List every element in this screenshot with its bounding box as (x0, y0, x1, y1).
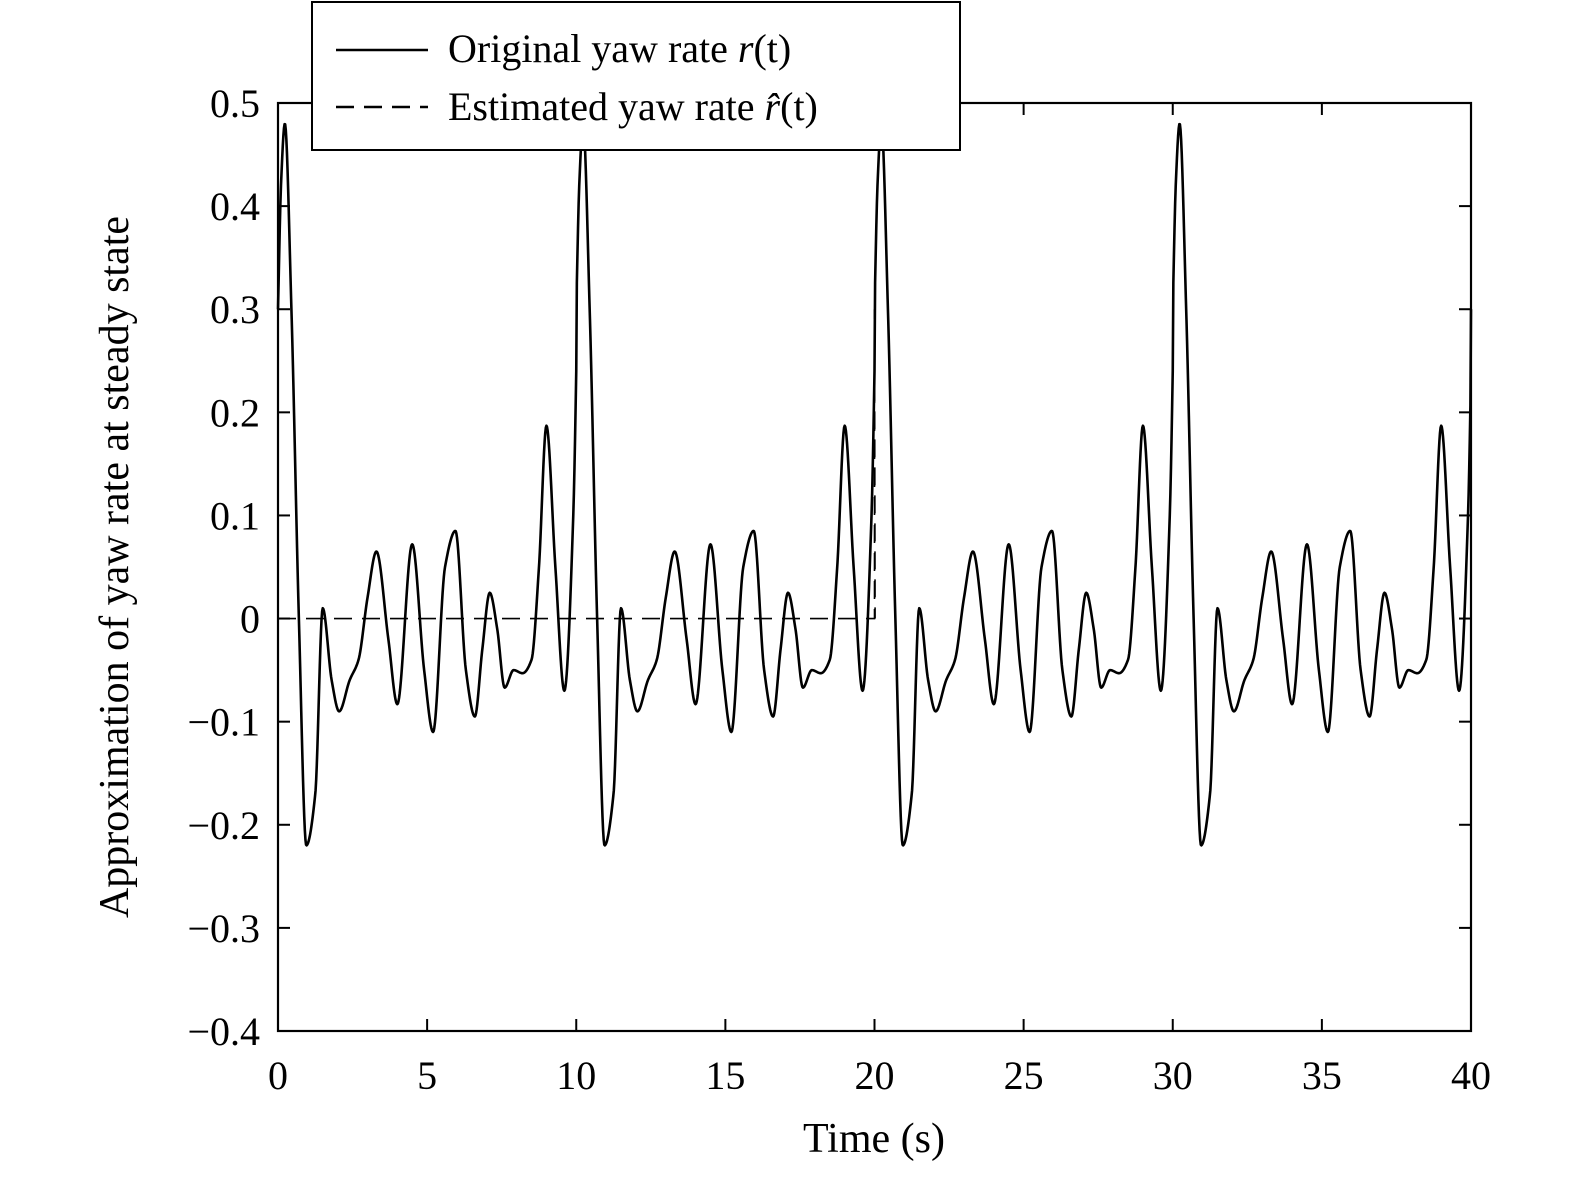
x-tick-label: 40 (1451, 1053, 1491, 1098)
x-tick-label: 30 (1153, 1053, 1193, 1098)
x-tick-label: 35 (1302, 1053, 1342, 1098)
x-tick-label: 20 (855, 1053, 895, 1098)
legend-label-estimated: Estimated yaw rate r̂(t) (448, 84, 818, 129)
y-tick-label: 0.3 (210, 287, 260, 332)
x-tick-label: 15 (705, 1053, 745, 1098)
y-tick-label: 0.2 (210, 390, 260, 435)
x-tick-label: 25 (1004, 1053, 1044, 1098)
y-tick-label: 0.5 (210, 81, 260, 126)
x-tick-labels: 0 5 10 15 20 25 30 35 40 (268, 1053, 1491, 1098)
legend-box (311, 1, 961, 151)
y-tick-label: −0.4 (187, 1009, 260, 1054)
y-tick-label: 0.4 (210, 184, 260, 229)
y-axis-title: Approximation of yaw rate at steady stat… (92, 216, 138, 918)
x-tick-label: 0 (268, 1053, 288, 1098)
x-tick-label: 10 (556, 1053, 596, 1098)
y-tick-label: 0.1 (210, 493, 260, 538)
legend-label-original: Original yaw rate r(t) (448, 26, 791, 71)
y-tick-label: 0 (240, 597, 260, 642)
y-tick-label: −0.1 (187, 700, 260, 745)
legend: Original yaw rate r(t) Estimated yaw rat… (311, 1, 961, 151)
y-tick-label: −0.2 (187, 803, 260, 848)
x-axis-title: Time (s) (803, 1116, 945, 1162)
series-layer (276, 122, 1473, 847)
y-tick-label: −0.3 (187, 906, 260, 951)
x-tick-label: 5 (417, 1053, 437, 1098)
y-tick-labels: −0.4 −0.3 −0.2 −0.1 0 0.1 0.2 0.3 0.4 0.5 (187, 81, 260, 1054)
